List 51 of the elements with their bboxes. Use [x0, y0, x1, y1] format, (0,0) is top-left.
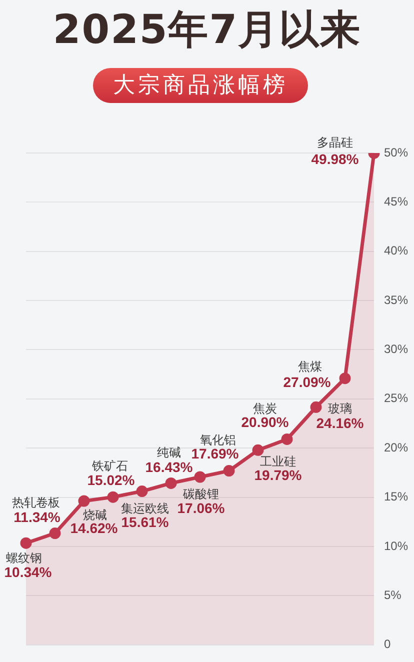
text: 多晶硅 — [317, 135, 353, 150]
data-label: 15.02% — [87, 472, 136, 488]
data-label: 24.16% — [316, 415, 364, 432]
y-tick-label: 10% — [384, 538, 408, 553]
chart-subtitle: 大宗商品涨幅榜 — [93, 68, 308, 103]
annotation: 螺纹钢 — [6, 551, 42, 566]
point — [223, 465, 235, 477]
annotation: 纯碱 — [157, 445, 181, 460]
point — [136, 486, 148, 498]
point — [281, 433, 293, 445]
annotation: 热轧卷板 — [12, 495, 60, 510]
annotation: 焦炭 — [253, 401, 277, 416]
data-label: 10.34% — [4, 564, 52, 580]
y-tick-label: 5% — [384, 588, 402, 602]
y-tick-label: 40% — [384, 244, 408, 258]
annotation: 碳酸锂 — [182, 487, 219, 502]
annotation: 集运欧线 — [121, 501, 169, 516]
point — [310, 401, 322, 413]
y-tick-label: 45% — [384, 194, 408, 208]
annotation: 焦煤 — [298, 359, 322, 374]
y-tick-label: 50% — [384, 145, 408, 160]
data-label: 17.06% — [177, 500, 226, 516]
data-label: 20.90% — [241, 414, 290, 430]
point — [165, 477, 177, 489]
data-label: 17.69% — [191, 446, 240, 462]
point — [339, 372, 351, 384]
data-label: 19.79% — [254, 467, 302, 484]
data-label: 14.62% — [70, 520, 118, 536]
annotation: 工业硅 — [260, 454, 296, 468]
annotation: 玻璃 — [328, 401, 352, 416]
data-label: 49.98% — [311, 151, 360, 168]
point — [107, 491, 119, 503]
data-label: 27.09% — [283, 374, 332, 390]
annotation: 氧化铝 — [200, 432, 236, 447]
annotation: 铁矿石 — [91, 459, 128, 474]
point — [252, 444, 264, 456]
data-label: 11.34% — [14, 509, 61, 526]
y-tick-label: 15% — [384, 490, 408, 504]
point — [49, 528, 61, 540]
data-label: 16.43% — [145, 459, 194, 476]
data-label: 15.61% — [121, 514, 170, 530]
point — [20, 537, 32, 549]
point — [78, 495, 90, 507]
y-tick-label: 0 — [384, 637, 391, 652]
chart-title: 2025年7月以来 — [52, 7, 362, 53]
y-tick-label: 30% — [384, 342, 408, 356]
y-tick-label: 25% — [384, 391, 408, 406]
y-tick-label: 35% — [384, 292, 408, 307]
annotation: 烧碱 — [83, 508, 107, 522]
point — [194, 471, 206, 483]
y-tick-label: 20% — [384, 440, 408, 454]
